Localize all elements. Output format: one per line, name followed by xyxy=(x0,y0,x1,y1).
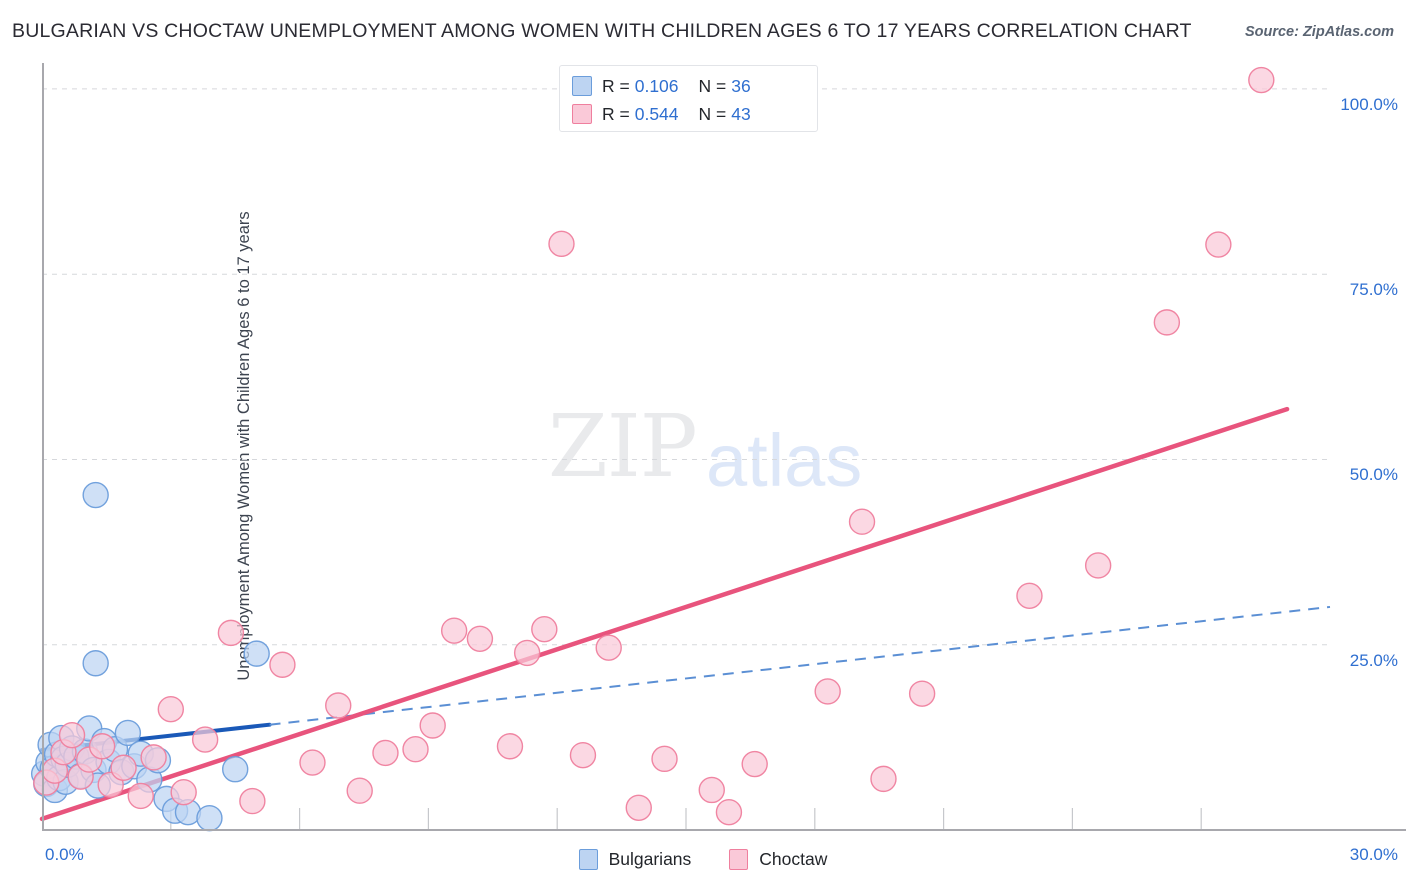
data-point[interactable] xyxy=(127,782,154,810)
data-point[interactable] xyxy=(217,619,245,647)
data-point[interactable] xyxy=(814,678,841,705)
stats-row-choctaw: R = 0.544 N = 43 xyxy=(572,100,807,128)
stats-r-value-bulgarians: 0.106 xyxy=(634,75,679,96)
x-axis-max-label: 30.0% xyxy=(1349,845,1398,864)
legend-item-bulgarians[interactable]: Bulgarians xyxy=(578,849,692,870)
data-point[interactable] xyxy=(651,745,678,773)
data-point[interactable] xyxy=(82,481,109,509)
data-point[interactable] xyxy=(698,776,725,804)
page-title: BULGARIAN VS CHOCTAW UNEMPLOYMENT AMONG … xyxy=(12,20,1192,42)
data-point[interactable] xyxy=(58,721,86,749)
data-point[interactable] xyxy=(191,726,219,753)
data-point[interactable] xyxy=(402,736,429,763)
series-bulgarians xyxy=(30,481,270,832)
data-point[interactable] xyxy=(239,787,266,815)
data-point[interactable] xyxy=(1084,552,1112,579)
stats-row-bulgarians: R = 0.106 N = 36 xyxy=(572,72,807,100)
plot-area xyxy=(30,63,1331,832)
data-point[interactable] xyxy=(531,615,558,643)
legend-color-bulgarians-icon xyxy=(578,849,598,870)
data-point[interactable] xyxy=(548,230,575,258)
data-point[interactable] xyxy=(372,739,399,767)
data-point[interactable] xyxy=(1153,309,1181,336)
data-point[interactable] xyxy=(870,765,897,793)
scatter-canvas xyxy=(30,66,1331,832)
data-point[interactable] xyxy=(466,625,494,653)
data-point[interactable] xyxy=(157,696,185,723)
data-point[interactable] xyxy=(88,733,116,760)
data-point[interactable] xyxy=(595,634,622,661)
legend-swatch-choctaw-icon xyxy=(572,104,592,124)
y-axis-tick-label: 75.0% xyxy=(1349,280,1398,300)
data-point[interactable] xyxy=(82,650,109,677)
legend-item-choctaw[interactable]: Choctaw xyxy=(729,849,827,870)
data-point[interactable] xyxy=(1016,582,1043,610)
data-point[interactable] xyxy=(625,794,652,821)
data-point[interactable] xyxy=(419,712,446,739)
x-axis-line xyxy=(42,829,1406,831)
data-point[interactable] xyxy=(140,744,167,771)
stats-r-value-choctaw: 0.544 xyxy=(634,103,679,124)
data-point[interactable] xyxy=(170,779,197,806)
x-axis-min-label: 0.0% xyxy=(45,845,84,864)
data-point[interactable] xyxy=(569,741,597,769)
y-axis-tick-label: 100.0% xyxy=(1340,94,1398,114)
data-point[interactable] xyxy=(496,733,524,760)
data-point[interactable] xyxy=(243,640,270,667)
trend-line-bulgarians-dashed xyxy=(269,605,1331,726)
y-axis-tick-label: 25.0% xyxy=(1349,650,1398,670)
series-legend: Bulgarians Choctaw xyxy=(0,849,1406,870)
data-point[interactable] xyxy=(848,508,876,535)
data-point[interactable] xyxy=(1248,66,1275,94)
stats-n-value-choctaw: 43 xyxy=(731,103,751,124)
trend-line-choctaw xyxy=(39,406,1290,822)
legend-swatch-bulgarians-icon xyxy=(572,76,592,96)
data-point[interactable] xyxy=(513,639,541,667)
correlation-stats-box: R = 0.106 N = 36 R = 0.544 N = 43 xyxy=(559,65,818,132)
data-point[interactable] xyxy=(114,719,142,747)
legend-color-choctaw-icon xyxy=(729,849,749,870)
series-choctaw xyxy=(33,66,1275,826)
stats-r-label-bulgarians: R = xyxy=(602,75,630,96)
stats-r-label-choctaw: R = xyxy=(602,103,630,124)
source-attribution: Source: ZipAtlas.com xyxy=(1244,24,1394,40)
data-point[interactable] xyxy=(269,651,296,678)
data-point[interactable] xyxy=(325,692,352,719)
y-axis-tick-label: 50.0% xyxy=(1349,465,1398,485)
data-point[interactable] xyxy=(110,754,137,781)
y-axis-line xyxy=(42,63,44,830)
data-point[interactable] xyxy=(440,617,468,644)
legend-label-choctaw: Choctaw xyxy=(759,849,828,869)
data-point[interactable] xyxy=(1205,231,1232,258)
data-point[interactable] xyxy=(715,799,743,826)
legend-label-bulgarians: Bulgarians xyxy=(608,849,692,869)
stats-n-label-bulgarians: N = xyxy=(698,75,727,96)
data-point[interactable] xyxy=(299,749,326,776)
data-point[interactable] xyxy=(346,777,373,804)
stats-n-value-bulgarians: 36 xyxy=(731,75,751,96)
data-point[interactable] xyxy=(221,756,249,783)
data-point[interactable] xyxy=(196,804,223,832)
stats-n-label-choctaw: N = xyxy=(698,103,727,124)
data-point[interactable] xyxy=(908,680,936,707)
data-point[interactable] xyxy=(741,750,768,778)
